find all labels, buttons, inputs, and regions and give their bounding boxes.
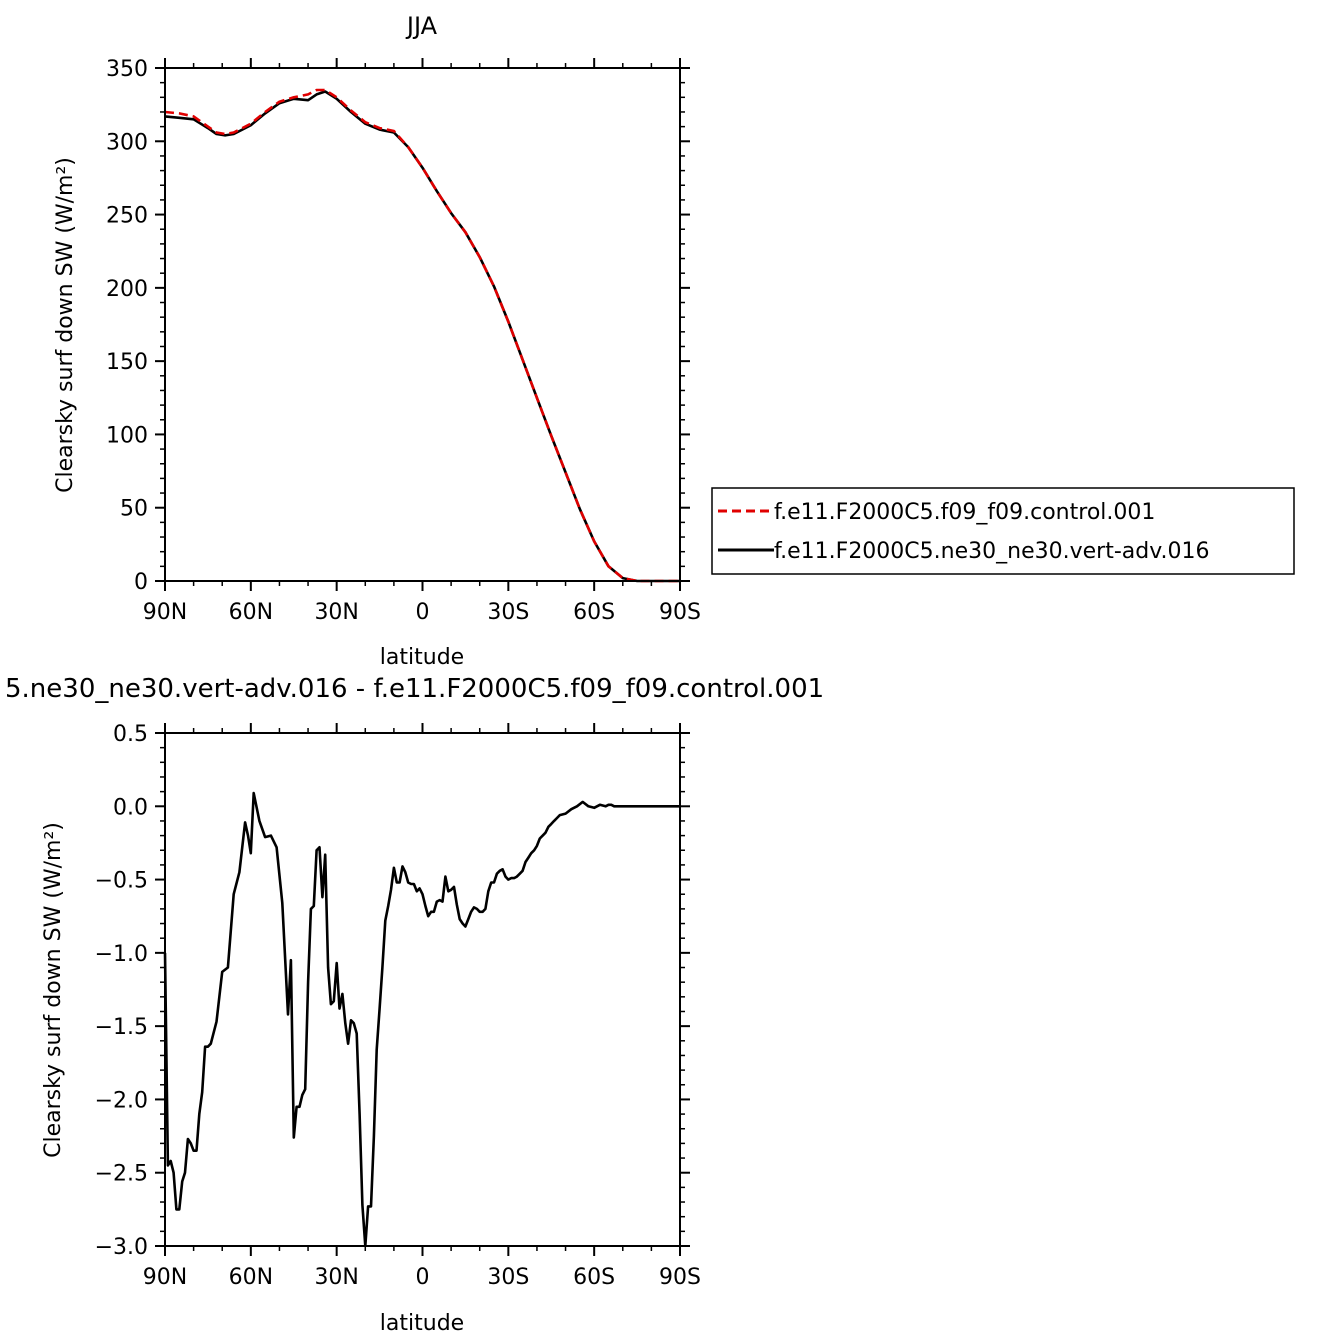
top-y-tick-label: 200 bbox=[106, 277, 148, 302]
bottom-y-tick-label: 0.0 bbox=[113, 795, 148, 820]
bottom-y-tick-label: −2.0 bbox=[95, 1088, 148, 1113]
top-y-tick-label: 250 bbox=[106, 204, 148, 229]
top-series-line-1 bbox=[164, 88, 680, 583]
top-y-tick-label: 300 bbox=[106, 130, 148, 155]
legend-box bbox=[711, 487, 1295, 575]
top-y-tick-label: 0 bbox=[134, 570, 148, 595]
bottom-series-lines bbox=[163, 791, 680, 1248]
top-y-tick-label: 100 bbox=[106, 423, 148, 448]
bottom-x-tick-label: 60S bbox=[573, 1265, 615, 1290]
bottom-y-tick-label: −2.5 bbox=[95, 1162, 148, 1187]
top-axis-ticks: 90N 60N 30N 0 30S 60S 90S 0 50 100 150 200 250 300 350 bbox=[106, 57, 701, 625]
top-panel: JJA Clearsky surf down SW (W/m²) latitud… bbox=[53, 12, 701, 670]
bottom-x-tick-label: 0 bbox=[416, 1265, 430, 1290]
bottom-x-tick-label: 90S bbox=[659, 1265, 701, 1290]
top-y-tick-label: 50 bbox=[120, 497, 148, 522]
top-title: JJA bbox=[405, 12, 438, 40]
top-x-tick-label: 30N bbox=[314, 600, 358, 625]
bottom-axis-ticks: 90N 60N 30N 0 30S 60S 90S 0.5 0.0 −0.5 −1.0 −1.5 −2.… bbox=[95, 722, 701, 1290]
legend-label-vert-adv: f.e11.F2000C5.ne30_ne30.vert-adv.016 bbox=[774, 539, 1210, 564]
top-x-tick-label: 90N bbox=[143, 600, 187, 625]
bottom-x-tick-label: 60N bbox=[229, 1265, 273, 1290]
bottom-x-tick-label: 90N bbox=[143, 1265, 187, 1290]
top-x-tick-label: 60S bbox=[573, 600, 615, 625]
top-y-axis-label: Clearsky surf down SW (W/m²) bbox=[53, 157, 78, 493]
legend: f.e11.F2000C5.f09_f09.control.001 f.e11.… bbox=[711, 487, 1295, 575]
top-x-tick-label: 30S bbox=[487, 600, 529, 625]
bottom-y-axis-label: Clearsky surf down SW (W/m²) bbox=[41, 822, 66, 1158]
top-y-tick-label: 350 bbox=[106, 57, 148, 82]
bottom-x-axis-label: latitude bbox=[380, 1311, 464, 1336]
legend-label-control: f.e11.F2000C5.f09_f09.control.001 bbox=[774, 500, 1155, 525]
bottom-title: 5.ne30_ne30.vert-adv.016 - f.e11.F2000C5… bbox=[5, 674, 824, 704]
bottom-x-tick-label: 30S bbox=[487, 1265, 529, 1290]
bottom-panel: 5.ne30_ne30.vert-adv.016 - f.e11.F2000C5… bbox=[5, 674, 824, 1336]
top-x-tick-label: 0 bbox=[416, 600, 430, 625]
top-series-lines bbox=[164, 88, 680, 583]
bottom-series-line-0 bbox=[163, 791, 680, 1248]
top-y-tick-label: 150 bbox=[106, 350, 148, 375]
bottom-y-tick-label: −1.5 bbox=[95, 1015, 148, 1040]
bottom-plot-frame bbox=[164, 732, 681, 1247]
top-x-axis-label: latitude bbox=[380, 645, 464, 670]
bottom-y-tick-label: −1.0 bbox=[95, 942, 148, 967]
bottom-y-tick-label: 0.5 bbox=[113, 722, 148, 747]
top-x-tick-label: 60N bbox=[229, 600, 273, 625]
top-plot-frame bbox=[164, 67, 681, 582]
top-series-line-0 bbox=[164, 90, 680, 583]
bottom-y-tick-label: −0.5 bbox=[95, 869, 148, 894]
bottom-y-tick-label: −3.0 bbox=[95, 1235, 148, 1260]
bottom-x-tick-label: 30N bbox=[314, 1265, 358, 1290]
top-x-tick-label: 90S bbox=[659, 600, 701, 625]
